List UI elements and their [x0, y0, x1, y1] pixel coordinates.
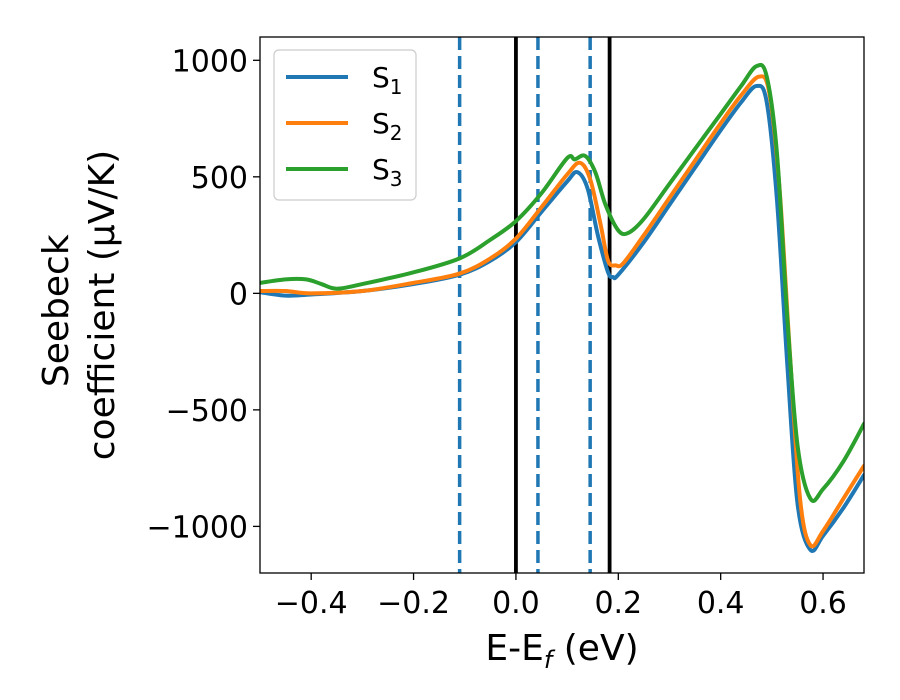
- legend-label-s1: S1: [372, 61, 403, 99]
- y-axis: −1000 −500 0 500 1000: [147, 44, 260, 545]
- y-tick-label: −500: [166, 394, 248, 429]
- y-axis-label-line2: coefficient (μV/K): [82, 150, 123, 460]
- plot-frame: [259, 36, 865, 574]
- x-tick-label: 0.2: [594, 586, 642, 621]
- legend-label-s3: S3: [372, 153, 403, 191]
- y-tick-label: 0: [229, 277, 248, 312]
- y-tick-label: 1000: [172, 44, 248, 79]
- series-lines: [260, 62, 864, 553]
- x-axis-label: E-Ef (eV): [485, 628, 638, 674]
- y-axis-label: Seebeck coefficient (μV/K): [36, 150, 123, 460]
- series-line-s3: [260, 62, 864, 503]
- x-tick-label: −0.2: [377, 586, 450, 621]
- x-tick-label: 0.6: [799, 586, 847, 621]
- y-tick-label: 500: [191, 161, 248, 196]
- reference-lines: [457, 37, 612, 573]
- x-tick-label: 0.4: [697, 586, 745, 621]
- legend-label-s2: S2: [372, 107, 403, 145]
- y-axis-label-line1: Seebeck: [36, 234, 77, 387]
- y-tick-label: −1000: [147, 510, 248, 545]
- x-tick-label: 0.0: [492, 586, 540, 621]
- x-axis: −0.4 −0.2 0.0 0.2 0.4 0.6: [275, 573, 847, 621]
- x-tick-label: −0.4: [275, 586, 348, 621]
- legend: S1 S2 S3: [273, 49, 417, 201]
